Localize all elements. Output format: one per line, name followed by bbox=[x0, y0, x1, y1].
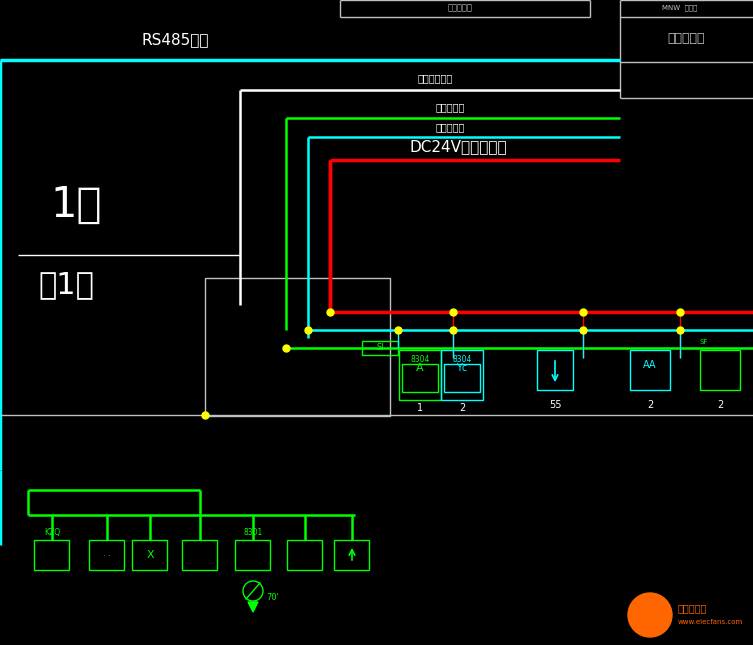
Text: . .: . . bbox=[103, 550, 111, 559]
Polygon shape bbox=[248, 602, 258, 612]
Bar bbox=[444, 364, 480, 392]
Text: 55: 55 bbox=[549, 400, 561, 410]
Text: SF: SF bbox=[700, 339, 709, 345]
Text: 1层: 1层 bbox=[50, 184, 102, 226]
Text: A: A bbox=[416, 363, 424, 373]
Text: X: X bbox=[146, 550, 154, 560]
Text: 2: 2 bbox=[459, 403, 465, 413]
Text: 70': 70' bbox=[266, 593, 279, 602]
Circle shape bbox=[628, 593, 672, 637]
Text: 多线控制器: 多线控制器 bbox=[667, 32, 705, 45]
Bar bbox=[334, 540, 370, 570]
Bar bbox=[205, 278, 390, 416]
Text: MNW  已编主: MNW 已编主 bbox=[663, 5, 698, 12]
Bar bbox=[90, 540, 124, 570]
Text: 多驱动控制线: 多驱动控制线 bbox=[417, 73, 453, 83]
Bar bbox=[236, 540, 270, 570]
Text: www.elecfans.com: www.elecfans.com bbox=[678, 619, 743, 625]
Text: AA: AA bbox=[643, 360, 657, 370]
Text: SI: SI bbox=[376, 344, 384, 353]
Bar bbox=[441, 350, 483, 400]
Text: 发烧友: 发烧友 bbox=[644, 619, 657, 625]
Text: KZQ: KZQ bbox=[44, 528, 60, 537]
Text: RS485总线: RS485总线 bbox=[142, 32, 209, 48]
Bar bbox=[402, 364, 438, 392]
Text: 8304: 8304 bbox=[410, 355, 430, 364]
Text: 信号二总线: 信号二总线 bbox=[435, 102, 465, 112]
Bar bbox=[362, 341, 398, 355]
Bar bbox=[35, 540, 69, 570]
Text: 多驱动控制: 多驱动控制 bbox=[447, 3, 472, 12]
Bar bbox=[133, 540, 167, 570]
Text: DC24V电源二总线: DC24V电源二总线 bbox=[409, 139, 507, 155]
Text: －1层: －1层 bbox=[38, 270, 94, 299]
Text: 电子: 电子 bbox=[645, 606, 654, 615]
Text: 2: 2 bbox=[717, 400, 723, 410]
Bar bbox=[288, 540, 322, 570]
Text: 电子发烧友: 电子发烧友 bbox=[678, 603, 707, 613]
Text: 信号二总线: 信号二总线 bbox=[435, 122, 465, 132]
Bar bbox=[182, 540, 218, 570]
Text: Yc: Yc bbox=[456, 363, 468, 373]
Text: 1: 1 bbox=[417, 403, 423, 413]
Bar bbox=[700, 350, 740, 390]
Text: 8301: 8301 bbox=[243, 528, 263, 537]
Text: 8304: 8304 bbox=[453, 355, 471, 364]
Bar bbox=[399, 350, 441, 400]
Bar bbox=[537, 350, 573, 390]
Text: 2: 2 bbox=[647, 400, 653, 410]
Bar bbox=[630, 350, 670, 390]
